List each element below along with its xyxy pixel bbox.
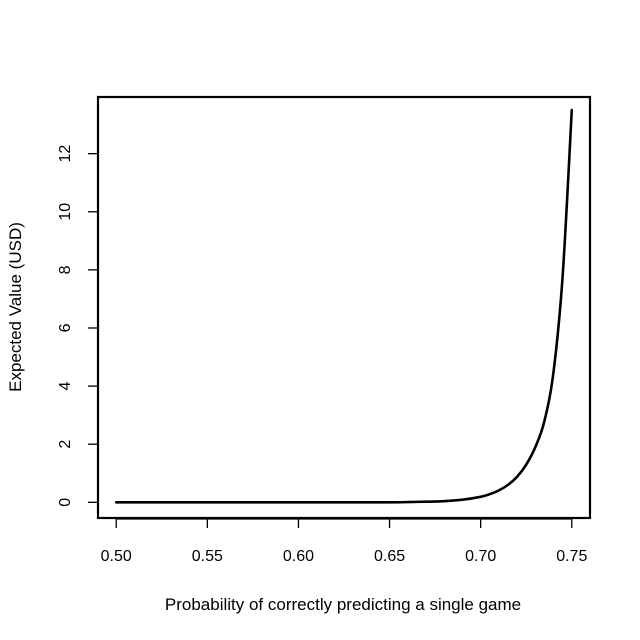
y-tick-label: 0 (57, 498, 74, 507)
x-tick-label: 0.50 (101, 548, 132, 565)
x-tick-label: 0.65 (374, 548, 405, 565)
y-tick-label: 6 (57, 323, 74, 332)
y-tick-label: 2 (57, 440, 74, 449)
series-line (114, 108, 574, 504)
x-tick-label: 0.70 (465, 548, 496, 565)
y-tick-label: 10 (57, 203, 74, 221)
y-axis-title: Expected Value (USD) (6, 222, 25, 392)
x-tick-label: 0.75 (556, 548, 587, 565)
y-tick-label: 4 (57, 382, 74, 391)
x-tick-label: 0.60 (283, 548, 314, 565)
x-tick-label: 0.55 (192, 548, 223, 565)
x-axis: 0.50 0.55 0.60 0.65 0.70 0.75 (101, 518, 587, 565)
series-layer (114, 108, 574, 504)
x-axis-title: Probability of correctly predicting a si… (165, 595, 521, 614)
plot-frame (96, 95, 592, 520)
y-axis: 0 2 4 6 8 10 12 (57, 145, 98, 507)
y-tick-label: 12 (57, 145, 74, 163)
y-tick-label: 8 (57, 265, 74, 274)
